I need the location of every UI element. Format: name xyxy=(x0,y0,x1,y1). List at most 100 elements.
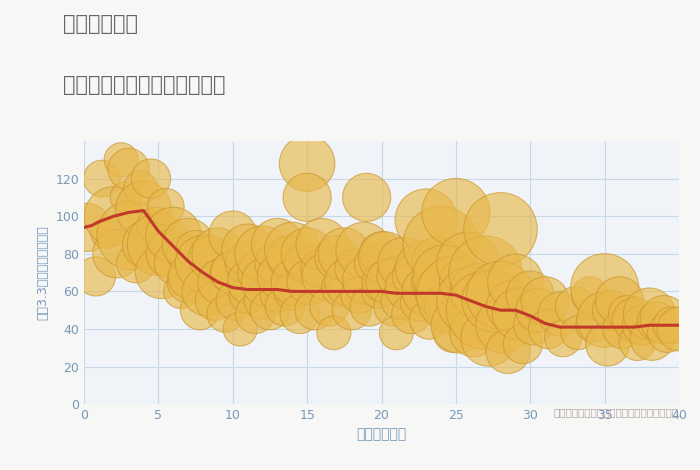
Point xyxy=(331,254,342,261)
Point xyxy=(443,303,454,310)
Point xyxy=(304,278,316,286)
Point xyxy=(216,278,227,286)
Text: 円の大きさは、取引のあった物件面積を示す: 円の大きさは、取引のあった物件面積を示す xyxy=(554,407,679,417)
Point xyxy=(373,288,384,295)
Point xyxy=(302,194,313,201)
Point xyxy=(540,297,551,305)
Point xyxy=(309,306,320,314)
Point xyxy=(343,278,354,286)
Point xyxy=(150,222,161,229)
Point xyxy=(398,259,409,267)
Point xyxy=(644,310,655,318)
Point xyxy=(108,212,119,220)
Point xyxy=(200,288,211,295)
Point xyxy=(116,156,127,164)
Point xyxy=(503,348,514,355)
Point xyxy=(324,303,335,310)
Point xyxy=(435,241,447,248)
Point xyxy=(447,329,458,337)
Point xyxy=(274,273,286,280)
Point xyxy=(517,340,528,348)
Point xyxy=(346,306,357,314)
Point xyxy=(239,259,251,267)
Point xyxy=(438,273,449,280)
Point xyxy=(495,226,506,233)
Point xyxy=(361,276,372,284)
Point xyxy=(269,259,280,267)
Point xyxy=(532,306,543,314)
Point xyxy=(435,288,447,295)
Point xyxy=(606,306,617,314)
Point xyxy=(272,291,283,299)
Point xyxy=(487,297,498,305)
Point xyxy=(507,303,518,310)
Point xyxy=(450,291,461,299)
Point xyxy=(257,250,268,258)
Point xyxy=(393,297,405,305)
Point xyxy=(171,259,182,267)
Point xyxy=(364,303,375,310)
Point xyxy=(569,303,580,310)
Point xyxy=(458,278,469,286)
Point xyxy=(245,278,256,286)
Point xyxy=(160,203,172,211)
Point xyxy=(617,325,628,333)
Point xyxy=(101,229,112,237)
Y-axis label: 坪（3.3㎡）単価（万円）: 坪（3.3㎡）単価（万円） xyxy=(36,225,50,320)
Point xyxy=(599,284,610,291)
Point xyxy=(495,291,506,299)
Point xyxy=(175,288,186,295)
Point xyxy=(361,194,372,201)
Point xyxy=(249,310,260,318)
Point xyxy=(584,291,595,299)
Point xyxy=(335,284,346,291)
Point xyxy=(512,310,524,318)
Point xyxy=(339,250,350,258)
Point xyxy=(227,269,238,276)
Point xyxy=(298,259,309,267)
Point xyxy=(141,241,152,248)
Point xyxy=(183,278,194,286)
Point xyxy=(379,254,390,261)
Point xyxy=(368,259,379,267)
Point xyxy=(376,278,387,286)
Point xyxy=(384,278,395,286)
Point xyxy=(510,278,521,286)
Point xyxy=(164,250,176,258)
Point xyxy=(290,278,301,286)
Point xyxy=(294,310,305,318)
Point xyxy=(272,241,283,248)
Point xyxy=(629,316,640,323)
Point xyxy=(659,316,670,323)
Point xyxy=(647,335,658,342)
Point xyxy=(421,216,432,224)
Point xyxy=(284,254,295,261)
Point xyxy=(260,278,271,286)
Point xyxy=(388,303,399,310)
Point xyxy=(428,278,439,286)
Point xyxy=(319,273,330,280)
Point xyxy=(391,273,402,280)
Point xyxy=(433,259,444,267)
Point xyxy=(468,329,480,337)
Point xyxy=(168,231,179,239)
Point xyxy=(242,291,253,299)
Point xyxy=(632,338,643,346)
Point xyxy=(220,310,231,318)
Point xyxy=(302,160,313,167)
Point xyxy=(349,265,360,273)
Point xyxy=(358,246,370,254)
Point xyxy=(111,250,122,258)
Point xyxy=(224,269,235,276)
Point xyxy=(242,246,253,254)
Point xyxy=(257,297,268,305)
Point xyxy=(138,205,149,212)
Point xyxy=(153,241,164,248)
Point xyxy=(96,175,108,182)
Point xyxy=(409,273,420,280)
Point xyxy=(528,321,539,329)
Point xyxy=(662,329,673,337)
Point xyxy=(287,246,298,254)
Point xyxy=(636,321,648,329)
Point xyxy=(406,310,417,318)
